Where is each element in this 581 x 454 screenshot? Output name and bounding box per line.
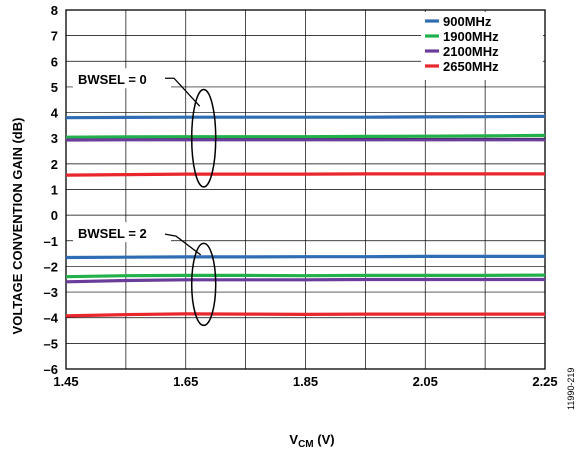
series-line	[65, 273, 546, 279]
x-tick-label: 2.05	[413, 374, 438, 389]
annotation-label-bg	[73, 68, 171, 89]
series-line	[65, 114, 546, 120]
y-axis-title: VOLTAGE CONVENTION GAIN (dB)	[10, 118, 25, 335]
y-tick-label: 1	[51, 183, 58, 198]
y-tick-label: –4	[44, 311, 59, 326]
x-axis-title-main: V	[289, 432, 298, 447]
y-tick-label: –2	[44, 259, 58, 274]
series-line	[65, 172, 545, 177]
plot-frame	[65, 9, 546, 370]
y-tick-label: 3	[51, 131, 58, 146]
series-layer	[65, 114, 546, 318]
series-line	[65, 277, 545, 284]
legend-label: 900MHz	[443, 14, 492, 29]
series-line	[65, 312, 545, 318]
y-tick-label: 7	[51, 29, 58, 44]
annotation-label-bg	[73, 222, 171, 243]
annotation-label: BWSEL = 0	[78, 72, 147, 87]
figure-id: 11990-219	[566, 368, 576, 410]
y-tick-label: –6	[44, 362, 58, 377]
y-tick-label: 0	[51, 208, 58, 223]
x-axis-title: VCM (V)	[289, 432, 334, 450]
series-line	[65, 254, 545, 260]
x-axis-title-subscript: CM	[298, 439, 314, 450]
annotation-ellipse	[190, 242, 217, 327]
y-tick-label: 2	[51, 157, 58, 172]
annotation-ellipse	[190, 88, 217, 188]
y-tick-label: 5	[51, 80, 58, 95]
legend-label: 2650MHz	[443, 59, 499, 74]
legend-label: 1900MHz	[443, 29, 499, 44]
annotation-leader	[164, 233, 202, 256]
y-tick-label: –5	[44, 336, 58, 351]
x-tick-label: 2.25	[532, 374, 557, 389]
y-tick-label: 4	[51, 106, 59, 121]
x-tick-label: 1.85	[293, 374, 318, 389]
annotation-leader	[165, 77, 201, 107]
annotation-layer: BWSEL = 0 BWSEL = 2	[73, 68, 217, 327]
legend-label: 2100MHz	[443, 44, 499, 59]
legend-background	[421, 12, 543, 80]
annotation-label: BWSEL = 2	[78, 226, 147, 241]
x-tick-label: 1.45	[53, 374, 78, 389]
y-tick-label: –1	[44, 234, 58, 249]
x-axis-title-unit: (V)	[314, 432, 335, 447]
y-tick-labels: –6 –5 –4 –3 –2 –1 0 1 2 3 4 5 6 7 8	[44, 3, 59, 377]
y-tick-label: 8	[51, 3, 58, 18]
y-tick-label: –3	[44, 285, 58, 300]
x-tick-label: 1.65	[173, 374, 198, 389]
x-tick-labels: 1.45 1.65 1.85 2.05 2.25	[53, 374, 557, 389]
series-line	[65, 133, 546, 139]
y-tick-label: 6	[51, 54, 58, 69]
